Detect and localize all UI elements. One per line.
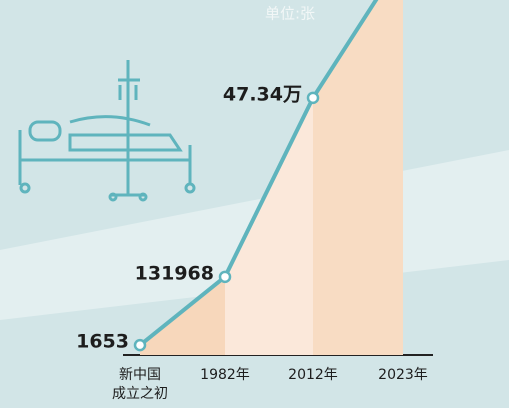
point <box>135 340 145 350</box>
point <box>220 272 230 282</box>
bed-icon <box>20 60 194 200</box>
chart: 单位:张 1653 131968 47.34万 新中国 成立之初 1982年 2012年… <box>0 0 509 408</box>
area-band <box>313 0 403 355</box>
chart-svg: 单位:张 1653 131968 47.34万 <box>0 0 509 408</box>
unit-label: 单位:张 <box>265 5 315 23</box>
x-tick-label: 2023年 <box>378 366 428 385</box>
value-label: 1653 <box>76 331 129 353</box>
point <box>308 93 318 103</box>
x-tick-label: 新中国 成立之初 <box>112 366 168 404</box>
value-label: 47.34万 <box>223 83 302 105</box>
x-tick-label: 2012年 <box>288 366 338 385</box>
x-tick-label: 1982年 <box>200 366 250 385</box>
value-label: 131968 <box>135 262 214 284</box>
